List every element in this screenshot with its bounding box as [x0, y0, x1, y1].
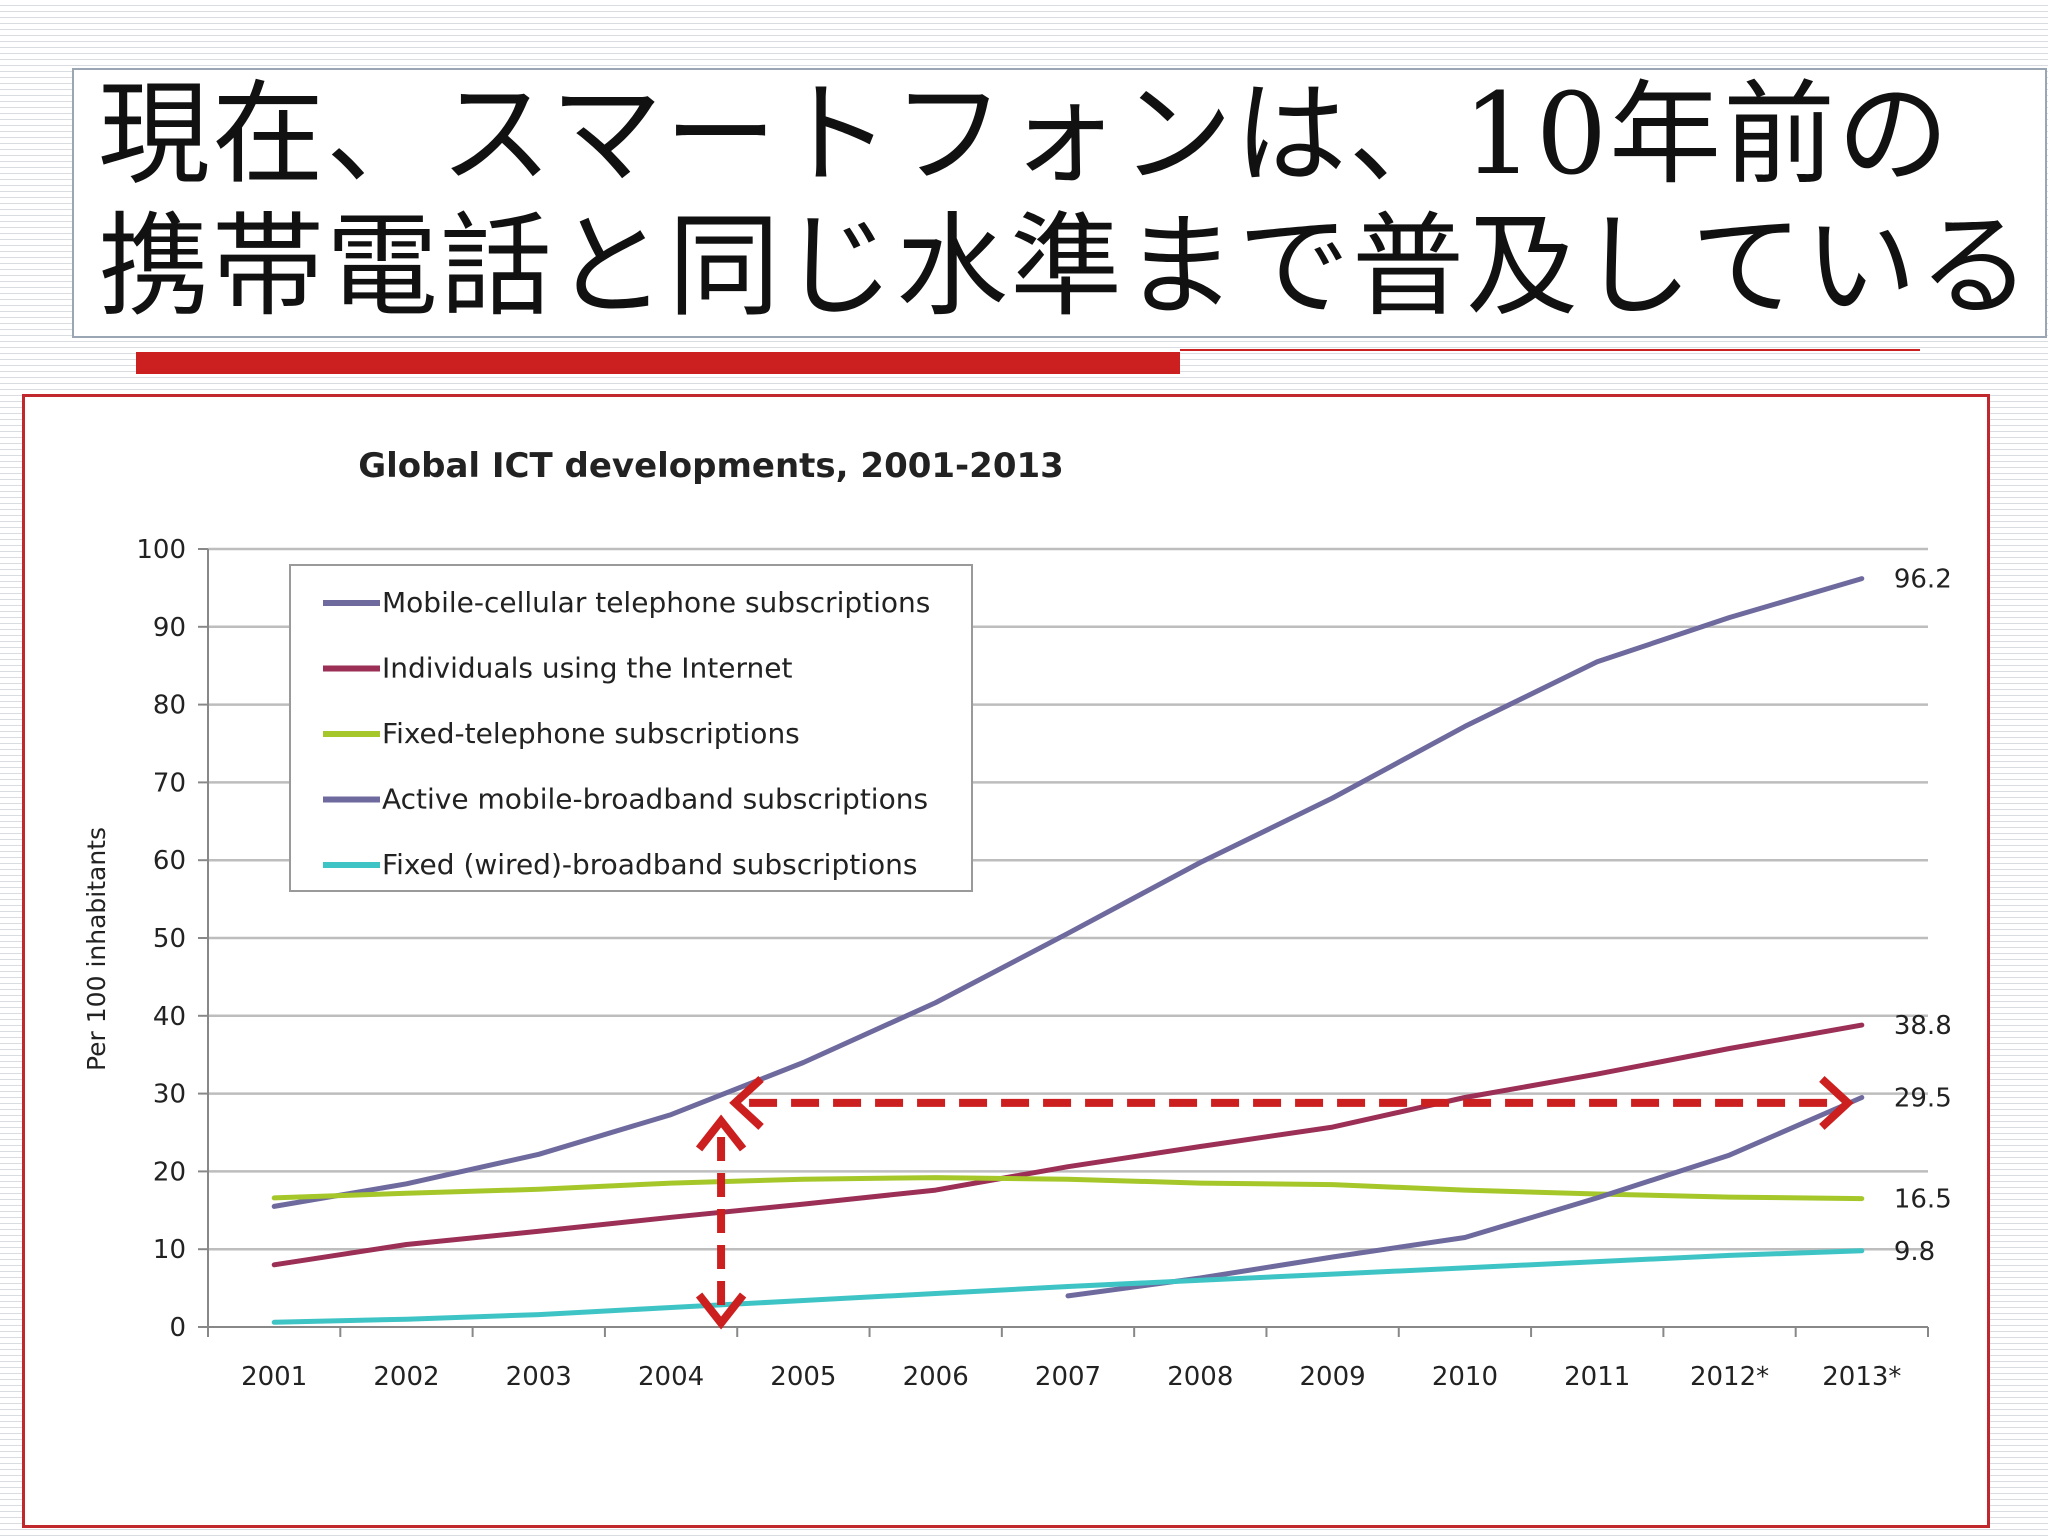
- series-line-3: [271, 1175, 1865, 1202]
- arrowhead-up: [695, 1114, 747, 1152]
- x-tick-label: 2003: [506, 1362, 572, 1392]
- arrowhead-left: [729, 1075, 764, 1130]
- chart-title: Global ICT developments, 2001-2013: [358, 446, 1064, 486]
- arrowhead-right: [1819, 1075, 1854, 1130]
- x-tick-label: 2009: [1300, 1362, 1366, 1392]
- legend-label-2: Individuals using the Internet: [382, 652, 792, 685]
- x-tick-label: 2004: [638, 1362, 704, 1392]
- legend: Mobile-cellular telephone subscriptions I…: [289, 564, 973, 892]
- slide-title-line-2: 携帯電話と同じ水準まで普及している: [98, 202, 2033, 332]
- x-tick-label: 2006: [903, 1362, 969, 1392]
- end-value-label-1: 96.2: [1894, 565, 1952, 595]
- arrowhead-down: [695, 1292, 747, 1330]
- series-lines: [271, 576, 1865, 1325]
- title-accent-rule: [1180, 349, 1920, 351]
- axes: 0 10 20 30 40 50 60 70 80 90 100 2001 2002 2003 2004 20…: [136, 535, 1929, 1392]
- slide-title-box: 現在、スマートフォンは、10年前の 携帯電話と同じ水準まで普及している: [72, 68, 2047, 338]
- legend-box: [289, 564, 973, 892]
- legend-label-4: Active mobile-broadband subscriptions: [382, 783, 928, 816]
- title-accent-bar: [136, 352, 1180, 374]
- x-tick-label: 2008: [1167, 1362, 1233, 1392]
- annotation-arrows: [695, 1075, 1854, 1330]
- slide-title-line-1: 現在、スマートフォンは、10年前の: [98, 70, 1952, 200]
- x-tick-label: 2013*: [1822, 1362, 1901, 1392]
- y-tick-label: 100: [136, 535, 186, 565]
- y-tick-label: 20: [153, 1157, 186, 1187]
- y-tick-label: 90: [153, 613, 186, 643]
- x-tick-label: 2012*: [1690, 1362, 1769, 1392]
- x-tick-label: 2002: [373, 1362, 439, 1392]
- y-tick-label: 70: [153, 768, 186, 798]
- end-value-label-2: 38.8: [1894, 1011, 1952, 1041]
- series-line-1: [271, 576, 1865, 1209]
- y-axis-label: Per 100 inhabitants: [82, 827, 111, 1071]
- end-value-labels: 96.2 38.8 16.5 29.5 9.8: [1894, 565, 1952, 1267]
- x-tick-label: 2007: [1035, 1362, 1101, 1392]
- x-tick-label: 2005: [770, 1362, 836, 1392]
- legend-label-1: Mobile-cellular telephone subscriptions: [382, 586, 930, 619]
- x-tick-label: 2011: [1564, 1362, 1630, 1392]
- series-line-2: [271, 1022, 1865, 1268]
- legend-label-3: Fixed-telephone subscriptions: [382, 717, 800, 750]
- y-tick-label: 60: [153, 846, 186, 876]
- series-line-5: [271, 1248, 1865, 1325]
- end-value-label-5: 9.8: [1894, 1237, 1935, 1267]
- y-tick-label: 50: [153, 924, 186, 954]
- x-tick-label: 2010: [1432, 1362, 1498, 1392]
- x-tick-label: 2001: [241, 1362, 307, 1392]
- end-value-label-4: 29.5: [1894, 1083, 1952, 1113]
- chart-frame: Global ICT developments, 2001-2013 Per 1…: [22, 394, 1990, 1528]
- y-tick-label: 30: [153, 1080, 186, 1110]
- end-value-label-3: 16.5: [1894, 1185, 1952, 1215]
- y-tick-label: 80: [153, 691, 186, 721]
- y-tick-label: 10: [153, 1235, 186, 1265]
- y-tick-label: 0: [169, 1313, 186, 1343]
- y-tick-label: 40: [153, 1002, 186, 1032]
- line-chart: Global ICT developments, 2001-2013 Per 1…: [82, 446, 1952, 1392]
- legend-label-5: Fixed (wired)-broadband subscriptions: [382, 848, 917, 881]
